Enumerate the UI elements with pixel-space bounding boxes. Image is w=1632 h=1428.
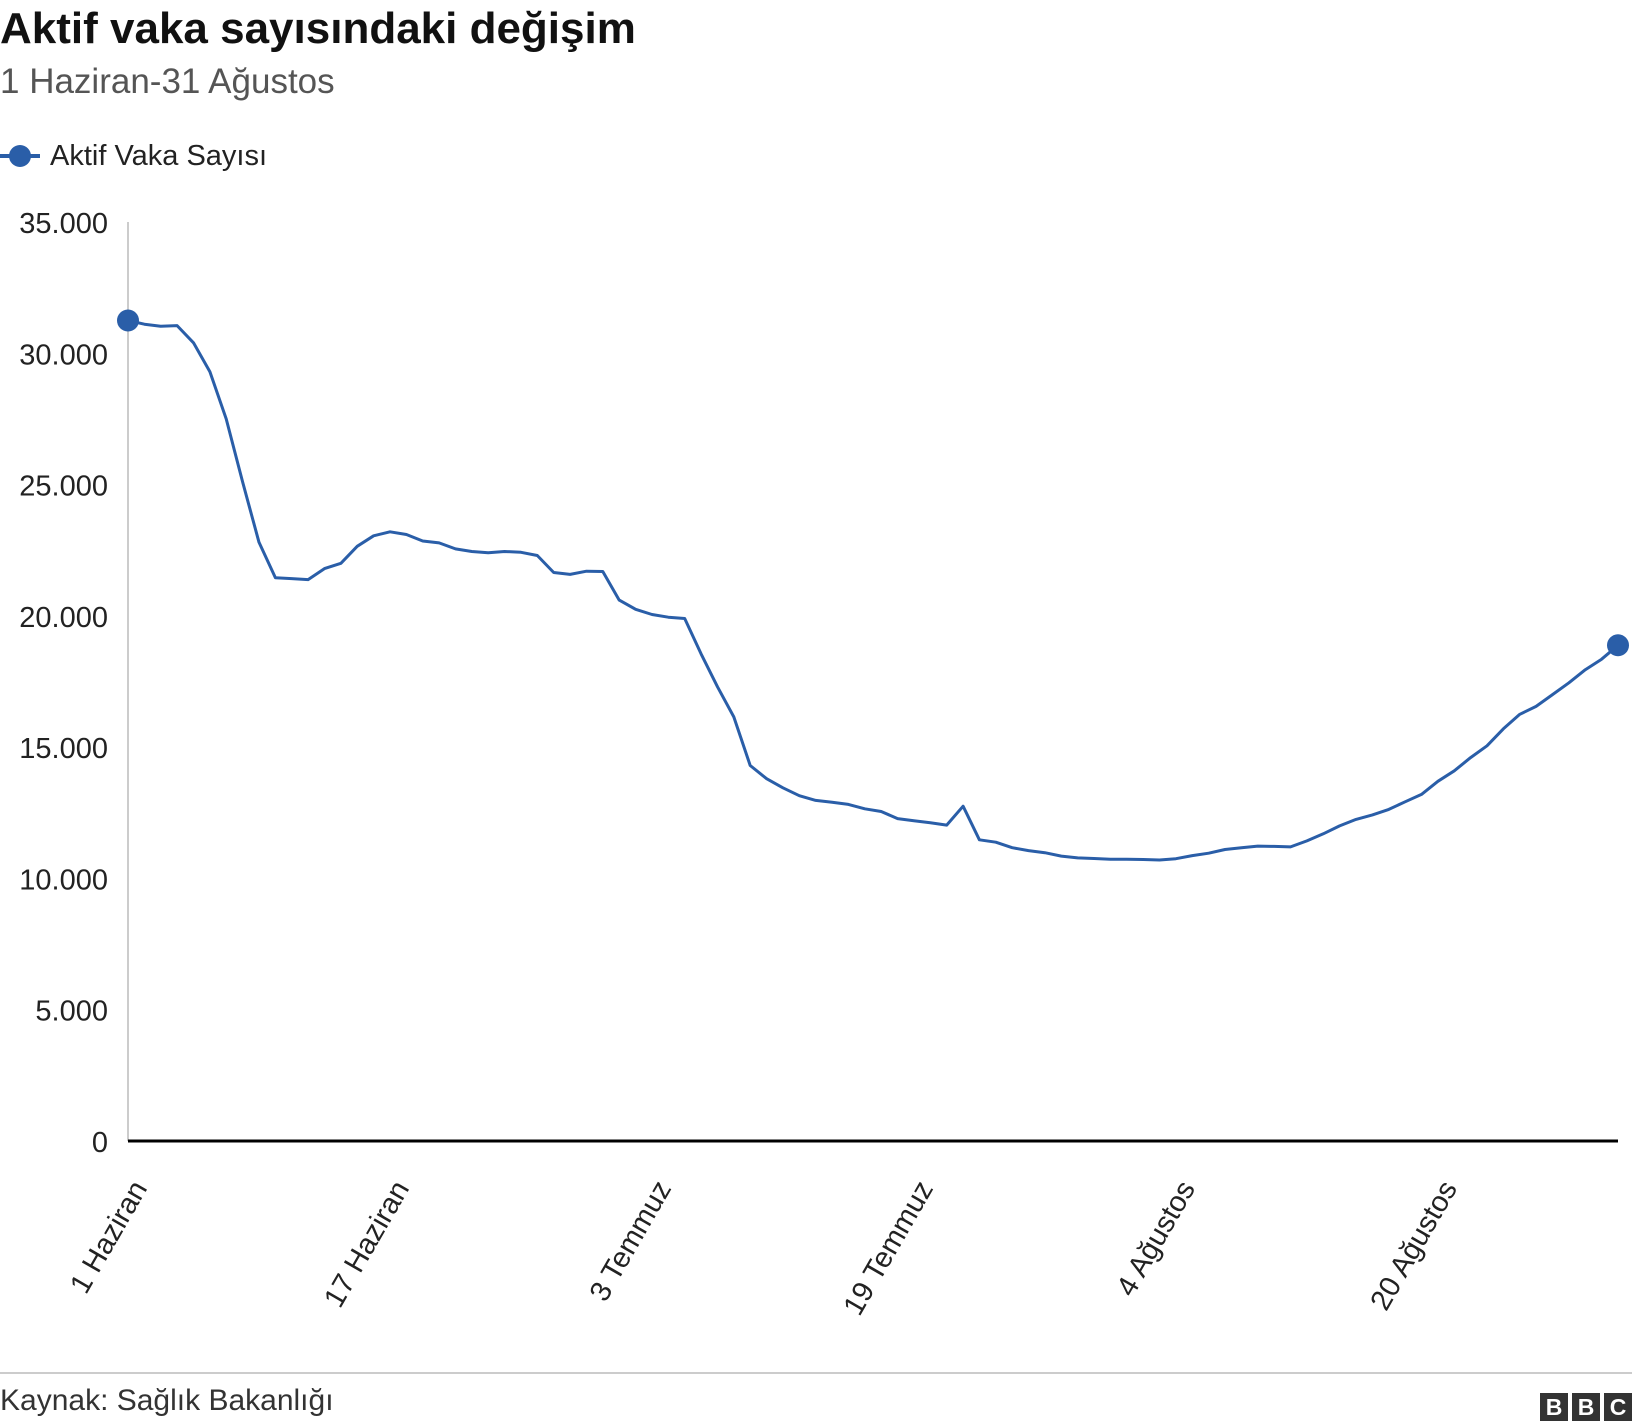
footer-divider	[0, 1372, 1632, 1374]
y-tick-label: 35.000	[19, 208, 108, 240]
chart-subtitle: 1 Haziran-31 Ağustos	[0, 62, 335, 101]
x-tick-label: 3 Temmuz	[584, 1176, 678, 1307]
legend-dot-swatch	[9, 145, 31, 167]
source-note: Kaynak: Sağlık Bakanlığı	[0, 1384, 334, 1417]
bbc-logo-letter: C	[1604, 1393, 1632, 1421]
x-tick-label: 19 Temmuz	[838, 1176, 940, 1321]
x-tick-label: 4 Ağustos	[1111, 1176, 1202, 1302]
x-tick-label: 1 Haziran	[64, 1176, 154, 1299]
legend-marker-icon	[0, 136, 40, 176]
legend: Aktif Vaka Sayısı	[0, 136, 267, 176]
legend-label: Aktif Vaka Sayısı	[50, 139, 268, 172]
y-tick-label: 25.000	[19, 471, 108, 503]
y-tick-label: 20.000	[19, 602, 108, 634]
y-tick-label: 5.000	[35, 996, 108, 1028]
chart-title: Aktif vaka sayısındaki değişim	[0, 4, 636, 53]
line-chart: 0 5.000 10.000 15.000 20.000 25.000 30.000 35.0…	[19, 208, 1629, 1321]
bbc-logo: B B C	[1540, 1393, 1632, 1421]
y-tick-label: 15.000	[19, 733, 108, 765]
end-point-marker	[1607, 634, 1629, 657]
bbc-logo-letter: B	[1540, 1393, 1568, 1421]
start-point-marker	[117, 309, 139, 332]
series-line-aktif-vaka-sayisi	[126, 319, 1620, 862]
bbc-logo-letter: B	[1572, 1393, 1600, 1421]
x-tick-label: 20 Ağustos	[1364, 1176, 1463, 1316]
x-tick-label: 17 Haziran	[318, 1176, 416, 1313]
y-tick-label: 10.000	[19, 864, 108, 896]
y-tick-label: 30.000	[19, 339, 108, 371]
y-tick-label: 0	[92, 1127, 108, 1159]
